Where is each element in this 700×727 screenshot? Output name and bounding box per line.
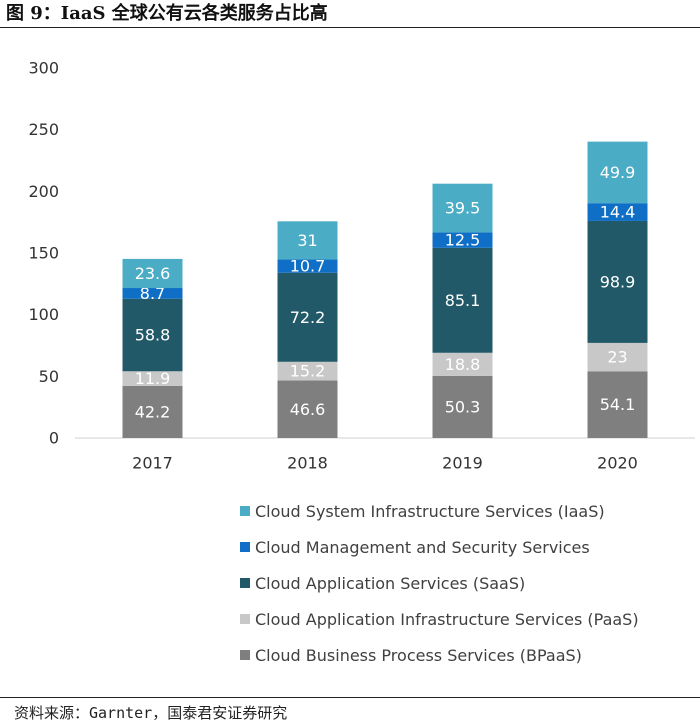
data-label: 23 — [607, 348, 627, 367]
stacked-bar-chart: 0 50 100 150 200 250 300 42.2 11.9 58.8 8.723.6 46… — [28, 59, 695, 473]
data-label: 98.9 — [600, 272, 636, 291]
data-label: 10.7 — [290, 257, 326, 276]
legend-swatch — [240, 614, 250, 624]
bar-group: 42.2 11.9 58.8 8.723.6 46.6 15.2 72.2 10.7 31 50.… — [122, 141, 648, 438]
bar-segment — [122, 258, 183, 289]
bar-segment — [432, 352, 493, 376]
x-tick-label: 2020 — [597, 454, 638, 473]
data-label: 72.2 — [290, 308, 326, 327]
legend-item: Cloud Application Infrastructure Service… — [240, 601, 680, 637]
data-label: 85.1 — [445, 291, 481, 310]
data-label: 31 — [297, 231, 317, 250]
bar-stack-2018: 46.6 15.2 72.2 10.7 31 — [277, 221, 338, 438]
data-label: 14.4 — [600, 203, 636, 222]
y-tick-label: 100 — [28, 305, 59, 324]
data-label: 18.8 — [445, 355, 481, 374]
data-label: 50.3 — [445, 397, 481, 416]
bar-stack-2017: 42.2 11.9 58.8 8.723.6 — [122, 258, 183, 438]
data-label: 8.7 — [140, 284, 165, 303]
y-tick-label: 250 — [28, 120, 59, 139]
bar-segment — [277, 272, 338, 362]
source-note: 资料来源：Garnter，国泰君安证券研究 — [14, 704, 288, 722]
bar-segment — [122, 371, 183, 386]
data-label: 15.2 — [290, 362, 326, 381]
y-tick-label: 300 — [28, 59, 59, 78]
bar-segment — [587, 371, 648, 438]
legend-label: Cloud Application Infrastructure Service… — [255, 609, 639, 629]
bar-segment — [587, 220, 648, 343]
y-tick-label: 0 — [49, 429, 59, 448]
bar-segment — [277, 380, 338, 438]
bar-segment — [122, 385, 183, 438]
title-divider — [0, 27, 700, 28]
data-label: 12.5 — [445, 231, 481, 250]
x-axis: 2017 2018 2019 2020 — [132, 454, 638, 473]
data-label: 42.2 — [135, 402, 171, 421]
data-label: 58.8 — [135, 326, 171, 345]
bar-segment — [277, 221, 338, 260]
legend-label: Cloud Business Process Services (BPaaS) — [255, 645, 582, 665]
data-label: 11.9 — [135, 369, 171, 388]
x-tick-label: 2019 — [442, 454, 483, 473]
legend-label: Cloud Application Services (SaaS) — [255, 573, 526, 593]
legend-item: Cloud Application Services (SaaS) — [240, 565, 680, 601]
y-tick-label: 200 — [28, 182, 59, 201]
data-label: 54.1 — [600, 395, 636, 414]
x-tick-label: 2018 — [287, 454, 328, 473]
data-label: 39.5 — [445, 199, 481, 218]
bar-segment — [122, 298, 183, 372]
bar-segment — [277, 361, 338, 381]
bar-stack-2019: 50.3 18.8 85.1 12.5 39.5 — [432, 183, 493, 438]
figure-title: 图 9：IaaS 全球公有云各类服务占比高 — [6, 3, 328, 24]
bar-segment — [122, 288, 183, 299]
legend-swatch — [240, 650, 250, 660]
bar-segment — [432, 247, 493, 353]
y-axis: 0 50 100 150 200 250 300 — [28, 59, 59, 448]
data-label: 46.6 — [290, 400, 326, 419]
legend-item: Cloud Business Process Services (BPaaS) — [240, 637, 680, 673]
legend-label: Cloud Management and Security Services — [255, 537, 590, 557]
legend-swatch — [240, 578, 250, 588]
data-label: 23.6 — [135, 264, 171, 283]
bar-segment — [587, 141, 648, 204]
legend-label: Cloud System Infrastructure Services (Ia… — [255, 501, 605, 521]
chart-legend: Cloud System Infrastructure Services (Ia… — [240, 493, 680, 673]
source-divider — [0, 697, 700, 698]
y-tick-label: 150 — [28, 244, 59, 263]
bar-segment — [587, 203, 648, 221]
bar-segment — [432, 375, 493, 438]
legend-swatch — [240, 506, 250, 516]
y-tick-label: 50 — [39, 367, 59, 386]
legend-swatch — [240, 542, 250, 552]
bar-segment — [587, 342, 648, 372]
legend-item: Cloud System Infrastructure Services (Ia… — [240, 493, 680, 529]
legend-item: Cloud Management and Security Services — [240, 529, 680, 565]
data-label: 49.9 — [600, 163, 636, 182]
bar-segment — [277, 259, 338, 273]
bar-segment — [432, 183, 493, 233]
x-tick-label: 2017 — [132, 454, 173, 473]
bar-stack-2020: 54.1 23 98.9 14.4 49.9 — [587, 141, 648, 438]
bar-segment — [432, 232, 493, 248]
